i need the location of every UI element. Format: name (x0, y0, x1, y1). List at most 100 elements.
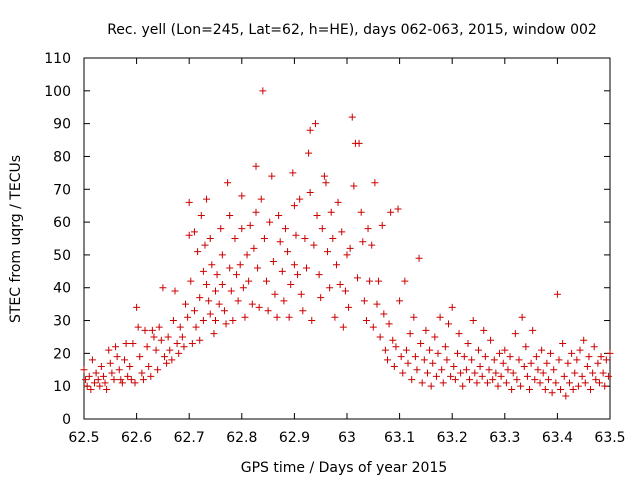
data-point (354, 274, 362, 282)
data-point (599, 369, 607, 377)
data-point (376, 333, 384, 341)
data-point (534, 366, 542, 374)
data-point (334, 198, 342, 206)
data-point (187, 277, 195, 285)
data-point (396, 297, 404, 305)
data-point (415, 254, 423, 262)
data-point (83, 382, 91, 390)
data-point (224, 179, 232, 187)
data-point (252, 208, 260, 216)
data-point (203, 195, 211, 203)
data-point (513, 376, 521, 384)
x-tick-label: 62.5 (68, 430, 99, 446)
data-point (604, 372, 612, 380)
data-point (526, 385, 534, 393)
data-point (212, 317, 219, 325)
data-point (506, 353, 514, 361)
data-point (184, 313, 192, 321)
data-point (368, 241, 376, 249)
data-point (199, 267, 207, 275)
data-point (420, 356, 428, 364)
data-point (399, 369, 407, 377)
data-point (117, 376, 125, 384)
data-point (322, 179, 330, 187)
data-point (203, 280, 211, 288)
y-tick-label: 100 (44, 84, 71, 100)
data-point (439, 379, 447, 387)
data-point (222, 320, 230, 328)
data-point (417, 340, 425, 348)
data-point (297, 290, 305, 298)
data-point (266, 218, 274, 226)
data-point (290, 202, 298, 210)
data-point (355, 139, 363, 147)
data-point (492, 369, 500, 377)
data-point (423, 369, 431, 377)
data-point (157, 336, 165, 344)
data-point (392, 343, 400, 351)
data-point (263, 277, 271, 285)
data-point (345, 303, 353, 311)
data-point (101, 379, 109, 387)
data-points (80, 87, 614, 400)
data-point (324, 248, 332, 256)
data-point (138, 369, 146, 377)
data-point (185, 198, 193, 206)
data-point (243, 251, 251, 259)
data-point (413, 366, 421, 374)
data-point (480, 326, 488, 334)
data-point (166, 346, 174, 354)
data-point (173, 340, 181, 348)
data-point (280, 297, 288, 305)
data-point (350, 182, 358, 190)
data-point (360, 297, 368, 305)
data-point (339, 323, 347, 331)
data-point (269, 257, 277, 265)
y-tick-label: 10 (53, 379, 71, 395)
data-point (581, 379, 589, 387)
data-point (369, 323, 377, 331)
data-point (301, 235, 309, 242)
data-point (171, 287, 179, 295)
y-axis-label: STEC from uqrg / TECUs (8, 155, 24, 323)
data-point (250, 244, 258, 252)
data-point (194, 248, 202, 256)
data-point (87, 385, 95, 393)
data-point (481, 353, 489, 361)
data-point (233, 271, 241, 279)
data-point (527, 359, 535, 367)
data-point (313, 212, 321, 220)
data-point (364, 225, 372, 233)
axis-ticks (83, 57, 611, 420)
data-point (241, 313, 249, 321)
data-point (155, 323, 163, 331)
data-point (124, 372, 132, 380)
data-point (568, 349, 576, 357)
data-point (443, 356, 451, 364)
data-point (469, 317, 477, 325)
axis-tick-labels: 62.5 62.6 62.7 62.8 62.9 63 63.1 63.2 63.3 63.4 63… (44, 51, 625, 446)
data-point (543, 359, 551, 367)
data-point (182, 300, 190, 308)
data-point (108, 369, 116, 377)
data-point (538, 346, 546, 354)
data-point (544, 376, 552, 384)
data-point (562, 392, 570, 400)
data-point (531, 376, 539, 384)
data-point (252, 162, 260, 170)
data-point (239, 284, 247, 292)
data-point (587, 385, 595, 393)
data-point (366, 277, 374, 285)
data-point (574, 382, 582, 390)
data-point (311, 120, 319, 128)
data-point (196, 294, 204, 302)
data-point (559, 340, 567, 348)
data-point (348, 113, 356, 121)
data-point (106, 359, 114, 367)
data-point (278, 267, 286, 275)
data-point (206, 235, 214, 242)
data-point (541, 385, 549, 393)
data-point (583, 362, 591, 370)
data-point (259, 87, 267, 95)
data-point (438, 366, 446, 374)
